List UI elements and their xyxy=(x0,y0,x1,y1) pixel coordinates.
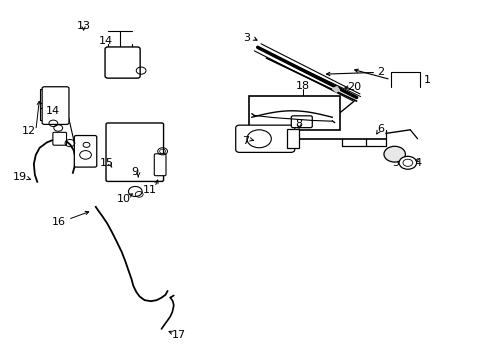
Bar xyxy=(249,96,339,130)
Text: 6: 6 xyxy=(377,124,384,134)
FancyBboxPatch shape xyxy=(106,123,163,181)
Text: 19: 19 xyxy=(13,172,27,182)
Text: 8: 8 xyxy=(295,120,302,129)
Text: 17: 17 xyxy=(171,330,185,340)
FancyBboxPatch shape xyxy=(154,154,165,176)
Text: 11: 11 xyxy=(142,185,156,195)
FancyBboxPatch shape xyxy=(235,125,294,152)
Text: 9: 9 xyxy=(131,167,138,177)
Polygon shape xyxy=(331,87,339,92)
Text: 1: 1 xyxy=(423,75,430,85)
FancyBboxPatch shape xyxy=(42,87,69,125)
FancyBboxPatch shape xyxy=(291,116,312,128)
Circle shape xyxy=(398,156,416,169)
Text: 12: 12 xyxy=(22,126,36,135)
Text: 15: 15 xyxy=(100,158,114,168)
Text: 14: 14 xyxy=(46,106,60,116)
FancyBboxPatch shape xyxy=(74,135,97,167)
Text: 13: 13 xyxy=(77,21,90,31)
Text: 4: 4 xyxy=(413,158,420,168)
Circle shape xyxy=(383,146,405,162)
Text: 18: 18 xyxy=(295,81,309,91)
FancyBboxPatch shape xyxy=(105,47,140,78)
Text: 3: 3 xyxy=(243,33,250,43)
Text: 2: 2 xyxy=(377,67,384,77)
Text: 10: 10 xyxy=(117,194,131,204)
FancyBboxPatch shape xyxy=(53,132,66,145)
Text: 20: 20 xyxy=(346,82,361,93)
Text: 5: 5 xyxy=(391,158,398,168)
Text: 7: 7 xyxy=(242,136,249,145)
Text: 16: 16 xyxy=(52,217,66,227)
Text: 14: 14 xyxy=(98,36,112,46)
FancyBboxPatch shape xyxy=(287,129,299,148)
